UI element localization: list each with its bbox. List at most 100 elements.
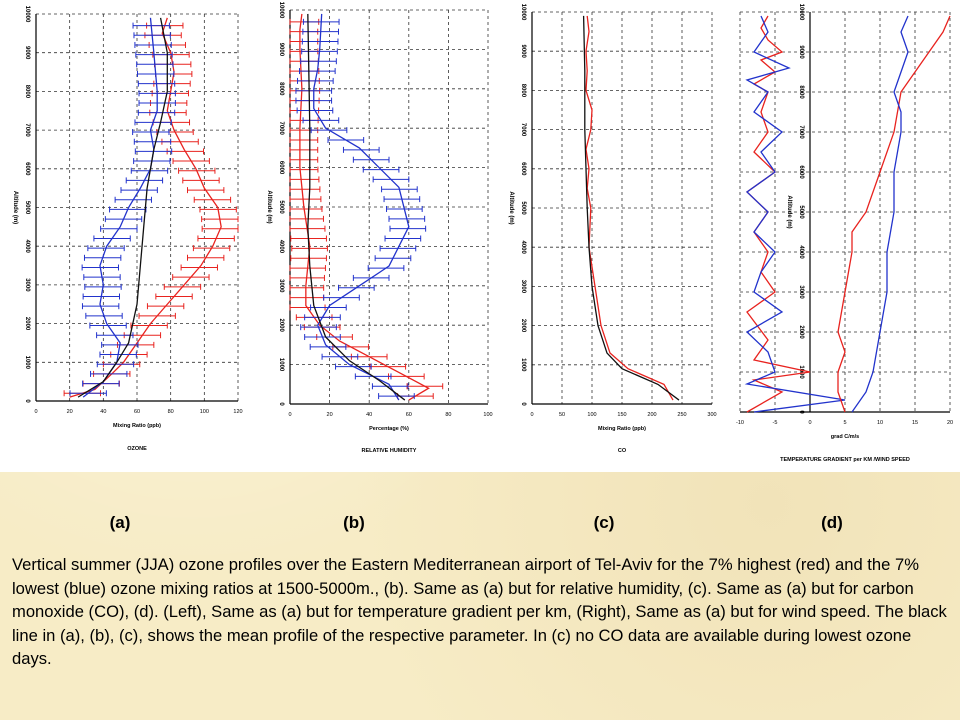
y-tick-label: 2000 bbox=[798, 325, 804, 339]
x-tick-label: 200 bbox=[647, 412, 656, 418]
x-axis-label: Mixing Ratio (ppb) bbox=[113, 423, 161, 429]
profile-charts: 0 20 40 60 80 100 1200100020003000400050006000… bbox=[0, 0, 960, 472]
panel-background bbox=[0, 0, 252, 472]
y-axis-label: Altitude (m) bbox=[266, 190, 272, 223]
x-axis-label: Percentage (%) bbox=[369, 426, 409, 432]
series-line-red bbox=[585, 15, 674, 401]
x-tick-label: 50 bbox=[559, 412, 565, 418]
y-tick-label: 10000 bbox=[798, 4, 804, 21]
chart-title: RELATIVE HUMIDITY bbox=[362, 448, 417, 454]
y-axis-label: Altitude (m) bbox=[508, 191, 514, 224]
x-tick-label: 80 bbox=[168, 409, 174, 415]
y-axis-label: Altitude (m) bbox=[12, 191, 18, 224]
y-tick-label: 2000 bbox=[520, 319, 526, 333]
panel-background bbox=[728, 0, 960, 472]
panel-label-a: (a) bbox=[109, 513, 131, 532]
panel-label-d: (d) bbox=[821, 513, 843, 532]
x-tick-label: 100 bbox=[200, 409, 209, 415]
y-axis-label: Altitude (m) bbox=[786, 195, 792, 228]
y-tick-label: 9000 bbox=[24, 46, 30, 60]
y-tick-label: 2000 bbox=[278, 319, 284, 333]
panel-label-c: (c) bbox=[593, 513, 615, 532]
chart-panel-4: -10 -5 0 5 10 15 20 0 1000 2000 3000 4000 5000 6000 70… bbox=[736, 4, 953, 463]
x-tick-label: 10 bbox=[877, 420, 883, 426]
x-tick-label: 40 bbox=[100, 409, 106, 415]
y-tick-label: 3000 bbox=[24, 278, 30, 292]
y-tick-label: 8000 bbox=[798, 85, 804, 99]
y-tick-label: 6000 bbox=[520, 162, 526, 176]
series-line-blue bbox=[82, 17, 158, 398]
y-tick-label: 0 bbox=[278, 402, 284, 406]
y-tick-label: 9000 bbox=[520, 45, 526, 59]
chart-title: OZONE bbox=[127, 446, 147, 452]
x-tick-label: 150 bbox=[617, 412, 626, 418]
x-tick-label: 80 bbox=[445, 412, 451, 418]
chart-panel-3: 0 50 100 150 200 250 3000100020003000400050006… bbox=[508, 4, 717, 454]
x-tick-label: 5 bbox=[843, 420, 846, 426]
y-tick-label: 10000 bbox=[24, 6, 30, 23]
y-tick-label: 7000 bbox=[520, 123, 526, 137]
y-tick-label: 10000 bbox=[520, 4, 526, 21]
panel-label-b: (b) bbox=[343, 513, 365, 532]
y-tick-label: 5000 bbox=[798, 205, 804, 219]
x-tick-label: 300 bbox=[707, 412, 716, 418]
x-tick-label: 0 bbox=[808, 420, 811, 426]
x-tick-label: 60 bbox=[406, 412, 412, 418]
series-line-red bbox=[299, 13, 430, 401]
x-tick-label: 60 bbox=[134, 409, 140, 415]
y-tick-label: 8000 bbox=[278, 82, 284, 96]
y-tick-label: 3000 bbox=[278, 279, 284, 293]
y-tick-label: 5000 bbox=[520, 201, 526, 215]
y-tick-label: 4000 bbox=[278, 240, 284, 254]
y-tick-label: 7000 bbox=[278, 122, 284, 136]
x-tick-label: 40 bbox=[366, 412, 372, 418]
x-tick-label: 15 bbox=[912, 420, 918, 426]
y-tick-label: 1000 bbox=[24, 356, 30, 370]
series-line-red bbox=[69, 17, 222, 398]
y-tick-label: 0 bbox=[520, 402, 526, 406]
x-tick-label: 100 bbox=[483, 412, 492, 418]
x-tick-label: -10 bbox=[736, 420, 744, 426]
y-tick-label: 10000 bbox=[278, 2, 284, 19]
chart-panel-1: 0 20 40 60 80 100 120 0 1000 2000 3000 4000 5000 6000… bbox=[12, 6, 243, 452]
y-tick-label: 3000 bbox=[520, 280, 526, 294]
y-tick-label: 0 bbox=[798, 410, 804, 414]
chart-panel-2: 0 20 40 60 80 1000100020003000400050006000700… bbox=[266, 2, 493, 454]
y-tick-label: 9000 bbox=[278, 43, 284, 57]
y-tick-label: 6000 bbox=[24, 162, 30, 176]
y-tick-label: 4000 bbox=[24, 240, 30, 254]
y-tick-label: 6000 bbox=[798, 165, 804, 179]
y-tick-label: 2000 bbox=[24, 317, 30, 331]
y-tick-label: 3000 bbox=[798, 285, 804, 299]
y-tick-label: 5000 bbox=[278, 200, 284, 214]
series-line-blue bbox=[313, 13, 410, 401]
series-line-black bbox=[77, 17, 168, 398]
x-tick-label: -5 bbox=[773, 420, 778, 426]
x-axis-label: Mixing Ratio (ppb) bbox=[598, 426, 646, 432]
x-tick-label: 0 bbox=[288, 412, 291, 418]
y-tick-label: 7000 bbox=[798, 125, 804, 139]
x-tick-label: 250 bbox=[677, 412, 686, 418]
chart-title: CO bbox=[618, 448, 627, 454]
series-line-black bbox=[307, 13, 406, 401]
y-tick-label: 9000 bbox=[798, 45, 804, 59]
y-tick-label: 8000 bbox=[24, 85, 30, 99]
x-tick-label: 20 bbox=[67, 409, 73, 415]
chart-title: TEMPERATURE GRADIENT per KM /WIND SPEED bbox=[780, 457, 910, 463]
panel-background bbox=[502, 0, 728, 472]
series-line-blue bbox=[744, 15, 846, 413]
series-line-black bbox=[582, 15, 680, 401]
y-tick-label: 1000 bbox=[798, 365, 804, 379]
y-tick-label: 1000 bbox=[520, 358, 526, 372]
y-tick-label: 1000 bbox=[278, 358, 284, 372]
x-tick-label: 20 bbox=[327, 412, 333, 418]
y-tick-label: 6000 bbox=[278, 161, 284, 175]
x-tick-label: 0 bbox=[34, 409, 37, 415]
x-tick-label: 100 bbox=[587, 412, 596, 418]
y-tick-label: 0 bbox=[24, 399, 30, 403]
series-line-red bbox=[837, 15, 951, 413]
x-tick-label: 20 bbox=[947, 420, 953, 426]
y-tick-label: 4000 bbox=[520, 241, 526, 255]
x-axis-label: grad C/m/s bbox=[831, 434, 859, 440]
figure-caption: Vertical summer (JJA) ozone profiles ove… bbox=[12, 555, 947, 668]
